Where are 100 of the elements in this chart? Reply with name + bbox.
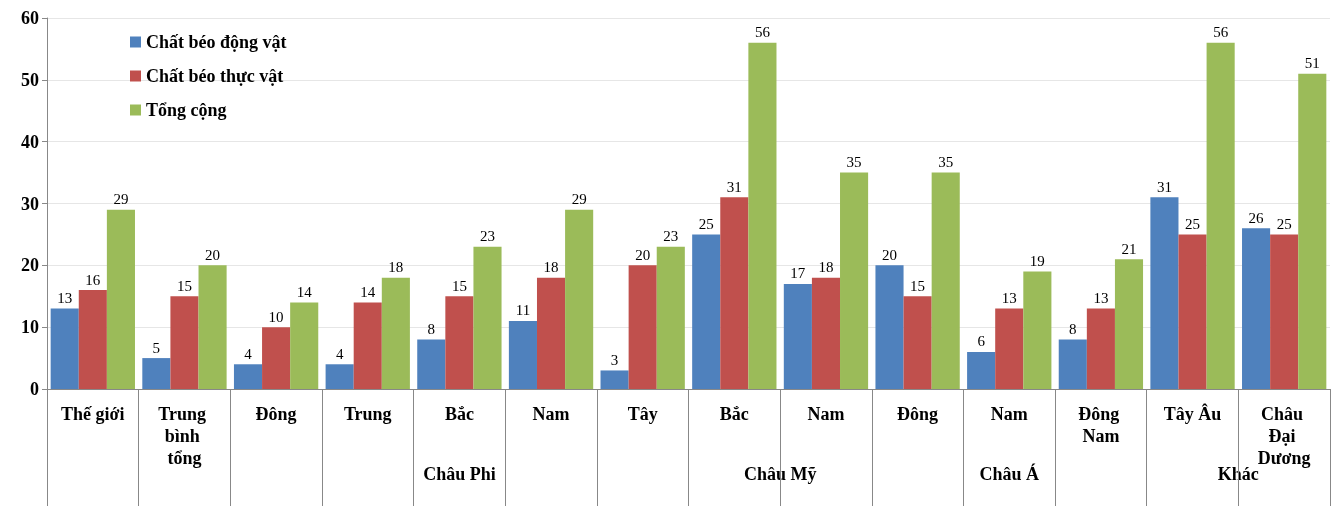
data-label: 18 <box>543 259 559 276</box>
x-tick-label: Trung bình tổng <box>158 404 211 468</box>
bar <box>1086 308 1115 389</box>
bar <box>875 265 904 389</box>
bar <box>628 265 657 389</box>
x-tick-label: Châu Đại Dương <box>1257 404 1311 468</box>
bar <box>600 370 629 389</box>
y-tick-label: 20 <box>21 255 39 276</box>
data-label: 14 <box>296 283 313 300</box>
legend-label: Tổng cộng <box>146 100 227 120</box>
bar <box>811 277 841 389</box>
x-tick-label: Thế giới <box>61 404 125 424</box>
legend-label: Chất béo thực vật <box>146 66 284 86</box>
data-label: 26 <box>1248 209 1265 226</box>
data-label: 8 <box>1069 321 1077 338</box>
bar <box>508 320 537 389</box>
bar <box>381 277 410 389</box>
data-label: 17 <box>790 265 806 282</box>
x-tick-label: Tây <box>627 404 658 424</box>
bar <box>748 42 777 389</box>
data-label: 20 <box>635 246 651 263</box>
x-tick-label: Nam <box>532 404 570 424</box>
bar <box>565 209 594 389</box>
bar <box>50 308 79 389</box>
data-label: 31 <box>726 178 742 195</box>
bar <box>1023 271 1052 389</box>
bar <box>783 283 812 389</box>
text: Châu Á <box>979 463 1040 484</box>
data-label: 35 <box>846 154 862 171</box>
data-label: 13 <box>57 290 73 307</box>
data-label: 4 <box>244 345 253 362</box>
bar <box>198 265 227 389</box>
data-label: 5 <box>152 339 161 356</box>
data-label: 25 <box>698 215 714 232</box>
bar <box>142 358 171 389</box>
x-tick-label: Đông <box>255 404 297 424</box>
bar <box>1242 228 1271 389</box>
bar <box>840 172 869 389</box>
data-label: 29 <box>113 191 129 208</box>
bar <box>262 327 291 389</box>
data-label: 15 <box>451 277 467 294</box>
bar <box>473 246 502 389</box>
bar <box>1206 42 1235 389</box>
y-tick-label: 40 <box>21 131 39 152</box>
data-label: 6 <box>977 333 986 350</box>
data-label: 56 <box>754 24 771 41</box>
data-label: 16 <box>85 271 101 288</box>
data-label: 31 <box>1156 178 1172 195</box>
bar <box>656 246 685 389</box>
y-tick-label: 50 <box>21 69 39 90</box>
data-label: 29 <box>571 191 587 208</box>
text: Châu Phi <box>423 464 496 484</box>
bar <box>931 172 960 389</box>
data-label: 4 <box>335 345 344 362</box>
data-label: 13 <box>1001 290 1017 307</box>
data-label: 56 <box>1213 24 1229 41</box>
x-tick-label: Đông <box>897 404 939 424</box>
data-label: 20 <box>882 246 897 263</box>
bar <box>445 296 474 389</box>
x-tick-label: Đông Nam <box>1078 404 1124 446</box>
data-label: 23 <box>480 228 495 245</box>
data-label: 18 <box>388 259 404 276</box>
bar <box>1270 234 1299 389</box>
bar <box>903 296 932 389</box>
bar <box>353 302 382 389</box>
data-label: 15 <box>176 277 192 294</box>
data-label: 19 <box>1029 253 1045 270</box>
x-tick-label: Bắc <box>719 404 749 424</box>
data-label: 10 <box>268 308 284 325</box>
bar <box>233 364 263 389</box>
data-label: 51 <box>1304 55 1320 72</box>
y-tick-label: 0 <box>30 379 39 399</box>
y-tick-label: 60 <box>21 8 39 28</box>
bar <box>417 339 446 389</box>
bar <box>1114 259 1144 389</box>
data-label: 11 <box>515 302 531 319</box>
x-tick-label: Nam <box>807 404 845 424</box>
bar <box>325 364 354 389</box>
bar <box>106 209 135 389</box>
bar <box>170 296 199 389</box>
text: Châu Mỹ <box>743 464 817 484</box>
bar <box>1058 339 1087 389</box>
x-tick-label: Trung <box>343 404 392 424</box>
bar <box>692 234 721 389</box>
bar <box>536 277 566 389</box>
data-label: 20 <box>205 246 221 263</box>
bar <box>720 197 749 389</box>
bar <box>1298 73 1327 389</box>
bar <box>1150 197 1179 389</box>
data-label: 8 <box>427 321 436 338</box>
data-label: 23 <box>663 228 679 245</box>
data-label: 3 <box>610 351 619 368</box>
bar <box>1178 234 1207 389</box>
bar <box>995 308 1024 389</box>
data-label: 21 <box>1121 240 1137 257</box>
data-label: 13 <box>1093 290 1109 307</box>
data-label: 18 <box>818 259 834 276</box>
x-tick-label: Tây Âu <box>1163 403 1222 424</box>
y-tick-label: 30 <box>21 193 39 214</box>
data-label: 25 <box>1276 215 1292 232</box>
